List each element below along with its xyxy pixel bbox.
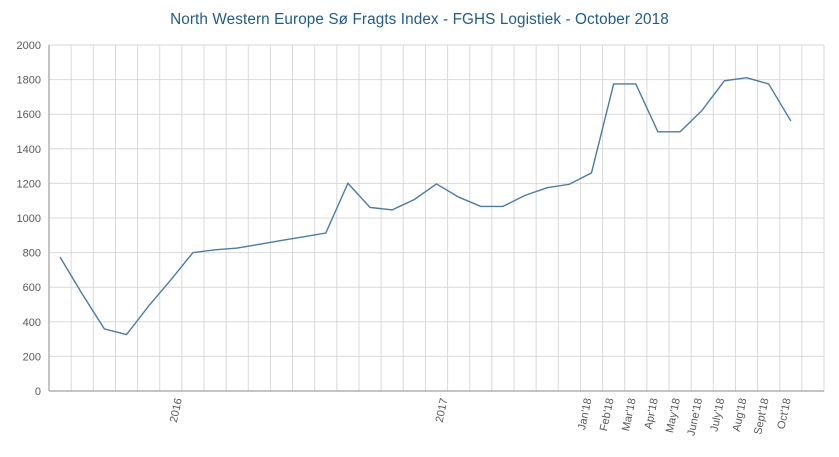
svg-text:400: 400 <box>23 317 41 329</box>
svg-text:Feb'18: Feb'18 <box>598 397 617 432</box>
svg-text:600: 600 <box>23 282 41 294</box>
svg-text:800: 800 <box>23 248 41 260</box>
svg-text:May'18: May'18 <box>664 397 683 434</box>
svg-text:1600: 1600 <box>17 109 41 121</box>
svg-text:2000: 2000 <box>17 40 41 52</box>
svg-text:1800: 1800 <box>17 75 41 87</box>
svg-text:Mar'18: Mar'18 <box>620 397 639 432</box>
svg-text:1000: 1000 <box>17 213 41 225</box>
svg-text:Aug'18: Aug'18 <box>731 397 750 433</box>
svg-text:1200: 1200 <box>17 178 41 190</box>
svg-text:2017: 2017 <box>434 397 451 423</box>
svg-text:Apr'18: Apr'18 <box>643 397 661 430</box>
svg-text:Sept'18: Sept'18 <box>752 397 771 436</box>
svg-text:2016: 2016 <box>168 397 185 423</box>
svg-text:200: 200 <box>23 351 41 363</box>
svg-text:0: 0 <box>35 386 41 398</box>
svg-text:July'18: July'18 <box>709 397 728 433</box>
svg-text:Jan'18: Jan'18 <box>576 397 594 431</box>
svg-text:1400: 1400 <box>17 144 41 156</box>
svg-text:Oct'18: Oct'18 <box>775 397 793 430</box>
svg-text:June'18: June'18 <box>685 397 705 437</box>
